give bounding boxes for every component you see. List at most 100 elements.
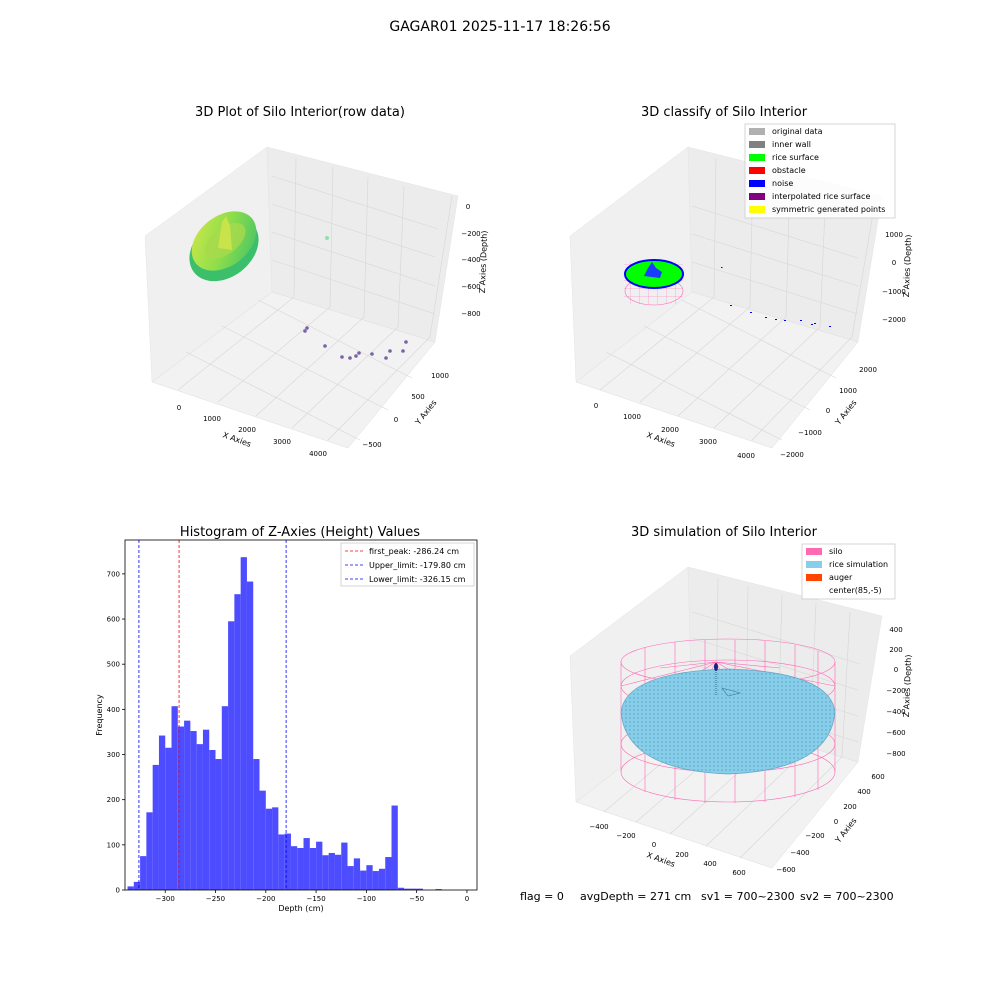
legend-label: auger (829, 573, 853, 582)
legend-swatch-obstacle (749, 167, 765, 174)
histogram-bar (146, 812, 153, 890)
histogram-bar (385, 857, 392, 890)
legend-label: inner wall (772, 140, 811, 149)
raw-z-tick: −400 (461, 256, 480, 264)
legend-label: Upper_limit: -179.80 cm (369, 561, 466, 570)
histogram-bar (328, 852, 335, 890)
histogram-bar (272, 807, 279, 890)
histogram-bar (196, 744, 203, 890)
raw-z-tick: −800 (461, 310, 480, 318)
legend-label: rice surface (772, 153, 819, 162)
histogram-bar (297, 848, 304, 890)
histogram-bar (184, 720, 191, 890)
histogram-y-tick-label: 100 (107, 841, 120, 849)
histogram-bar (165, 747, 172, 890)
histogram-x-tick-label: −200 (256, 895, 275, 903)
histogram-bar (127, 886, 134, 890)
histogram-bar (240, 557, 247, 890)
histogram-bar (316, 841, 323, 890)
histogram-axes-frame (124, 539, 478, 891)
raw-z-label: Z Axies (Depth) (478, 230, 489, 293)
histogram-y-tick-label: 400 (107, 706, 120, 714)
histogram-bar (202, 729, 210, 890)
sim-x-tick: 0 (652, 841, 656, 849)
histogram-bar (140, 856, 147, 890)
histogram-bar (152, 764, 159, 890)
status-sv1: sv1 = 700~2300 (701, 890, 795, 903)
raw-gridlines (177, 157, 453, 441)
legend-swatch-noise (749, 180, 765, 187)
legend-swatch-rice-simulation (806, 561, 822, 568)
sim-x-tick: 400 (703, 860, 716, 868)
classify-x-tick: 1000 (623, 413, 641, 421)
histogram-bar (171, 706, 178, 890)
histogram-bar (177, 726, 185, 890)
sim-x-tick: −400 (589, 823, 608, 831)
raw-x-tick: 0 (177, 404, 181, 412)
histogram-y-tick-label: 500 (107, 661, 120, 669)
histogram-bar (234, 594, 241, 890)
histogram-x-tick-label: −100 (357, 895, 376, 903)
sim-legend: silo rice simulation auger center(85,-5) (801, 543, 896, 600)
legend-label: Lower_limit: -326.15 cm (369, 575, 466, 584)
sim-rice-simulation-surface (620, 668, 836, 775)
raw-x-ticks: 0 1000 2000 3000 4000 (177, 404, 327, 458)
histogram-bar (435, 889, 442, 890)
histogram-x-tick-label: −150 (306, 895, 325, 903)
raw-noise-points (303, 326, 408, 360)
sim-z-tick: −800 (886, 750, 905, 758)
sim-y-tick: 200 (843, 803, 856, 811)
sim-y-tick: −600 (776, 866, 795, 874)
classify-z-ticks: 1000 0 −1000 −2000 (882, 231, 906, 324)
histogram-bar (366, 865, 373, 890)
raw-z-tick: 0 (466, 203, 470, 211)
raw-x-tick: 4000 (309, 450, 327, 458)
sim-z-tick: −400 (886, 708, 905, 716)
histogram-bar (391, 805, 398, 890)
panel-classify-title: 3D classify of Silo Interior (641, 105, 808, 120)
raw-y-tick: 500 (411, 393, 424, 401)
classify-y-tick: 0 (826, 407, 830, 415)
histogram-bar (353, 858, 361, 890)
histogram-bar (190, 731, 197, 890)
classify-z-tick: 1000 (885, 231, 903, 239)
classify-x-ticks: 0 1000 2000 3000 4000 (594, 402, 755, 460)
raw-rice-peak (218, 216, 232, 250)
legend-swatch-original-data (749, 128, 765, 135)
status-flag: flag = 0 (520, 890, 564, 903)
raw-x-tick: 2000 (238, 426, 256, 434)
histogram-bar (372, 871, 379, 890)
legend-label: noise (772, 179, 793, 188)
histogram-bar (215, 759, 222, 890)
sim-y-tick: −200 (805, 832, 824, 840)
classify-y-tick: 2000 (859, 366, 877, 374)
histogram-y-tick-label: 200 (107, 796, 120, 804)
panel-simulation-title: 3D simulation of Silo Interior (631, 525, 818, 540)
sim-auger-marker (714, 663, 718, 671)
sim-x-tick: 600 (732, 869, 745, 877)
sim-z-tick: −600 (886, 729, 905, 737)
legend-label: interpolated rice surface (772, 192, 870, 201)
histogram-bar (341, 842, 348, 890)
histogram-bar (309, 848, 317, 890)
classify-noise-cluster (644, 262, 662, 278)
sim-y-ticks: −600 −400 −200 0 200 400 600 (776, 773, 884, 874)
histogram-bar (265, 808, 273, 890)
histogram-bar (410, 888, 417, 890)
legend-label: center(85,-5) (829, 586, 882, 595)
histogram-bar (278, 834, 285, 890)
histogram-y-ticks: 0 100 200 300 400 500 600 700 (107, 570, 125, 895)
sim-x-tick: −200 (616, 832, 635, 840)
histogram-bar (228, 621, 235, 890)
histogram-title: Histogram of Z-Axies (Height) Values (180, 525, 420, 540)
histogram-bar (209, 750, 216, 890)
histogram-bar (290, 846, 298, 890)
histogram-x-tick-label: −250 (206, 895, 225, 903)
classify-y-ticks: −2000 −1000 0 1000 2000 (780, 366, 877, 459)
raw-y-ticks: −500 0 500 1000 (362, 372, 449, 449)
classify-legend-box (744, 123, 896, 219)
classify-y-tick: 1000 (839, 387, 857, 395)
status-sv2: sv2 = 700~2300 (800, 890, 894, 903)
classify-noise-points (721, 267, 831, 327)
